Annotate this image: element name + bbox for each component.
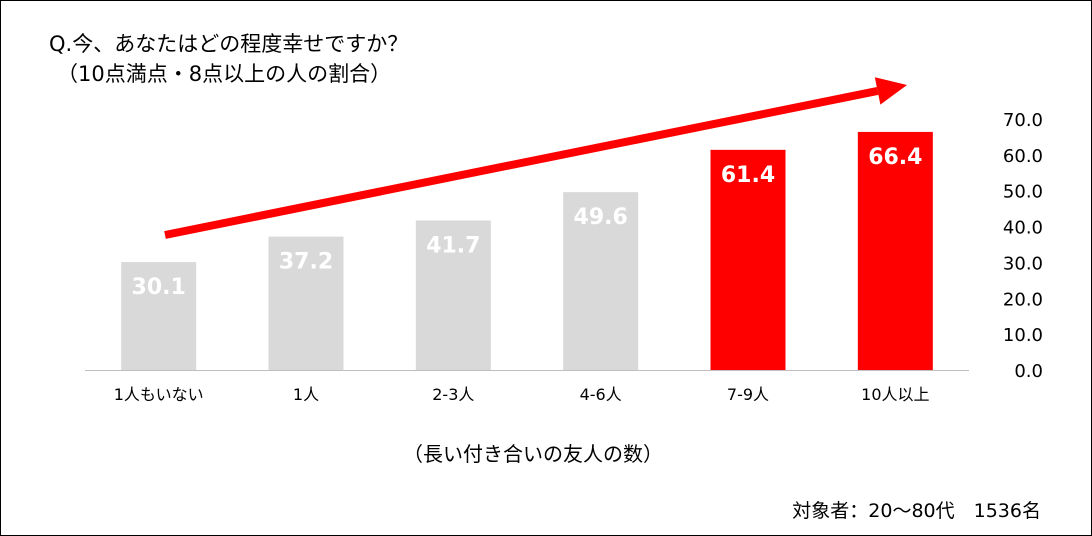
y-axis-ticks-group: 0.0 10.0 20.0 30.0 40.0 50.0 60.0 70.0 [1003, 110, 1043, 382]
category-label-2: 1人 [293, 385, 319, 404]
category-label-1: 1人もいない [114, 385, 204, 404]
bar-value-label-1: 30.1 [132, 275, 186, 300]
chart-subtitle: （10点満点・8点以上の人の割合） [57, 62, 391, 86]
category-label-4: 4-6人 [580, 385, 622, 404]
bar-5 [710, 149, 786, 370]
y-tick-label-4: 30.0 [1003, 253, 1043, 274]
category-label-3: 2-3人 [432, 385, 474, 404]
bar-2 [268, 236, 344, 370]
y-tick-label-5: 40.0 [1003, 218, 1043, 239]
y-tick-label-1: 0.0 [1014, 361, 1043, 382]
bar-4 [563, 192, 639, 370]
bar-labels-group: 30.1 37.2 41.7 49.6 61.4 66.4 [132, 145, 923, 300]
bar-value-label-2: 37.2 [279, 250, 333, 275]
bar-value-label-3: 41.7 [426, 233, 480, 258]
category-label-6: 10人以上 [861, 385, 929, 404]
y-tick-label-6: 50.0 [1003, 182, 1043, 203]
x-axis-label: （長い付き合いの友人の数） [403, 442, 663, 466]
category-labels-group: 1人もいない 1人 2-3人 4-6人 7-9人 10人以上 [114, 385, 930, 404]
sample-note: 対象者：20～80代 1536名 [792, 500, 1041, 522]
y-tick-label-7: 60.0 [1003, 146, 1043, 167]
trend-arrow-head [874, 77, 907, 105]
bar-value-label-4: 49.6 [574, 205, 628, 230]
trend-arrow [164, 77, 907, 239]
bar-value-label-6: 66.4 [868, 145, 922, 170]
bar-value-label-5: 61.4 [721, 163, 775, 188]
trend-arrow-shaft [164, 87, 879, 239]
y-tick-label-3: 20.0 [1003, 289, 1043, 310]
y-tick-label-8: 70.0 [1003, 110, 1043, 131]
category-label-5: 7-9人 [727, 385, 769, 404]
bar-6 [857, 131, 933, 370]
bar-1 [121, 262, 197, 370]
bar-3 [415, 220, 491, 370]
chart-title: Q.今、あなたはどの程度幸せですか？ [49, 32, 408, 56]
bars-group [121, 131, 933, 370]
y-tick-label-2: 10.0 [1003, 325, 1043, 346]
